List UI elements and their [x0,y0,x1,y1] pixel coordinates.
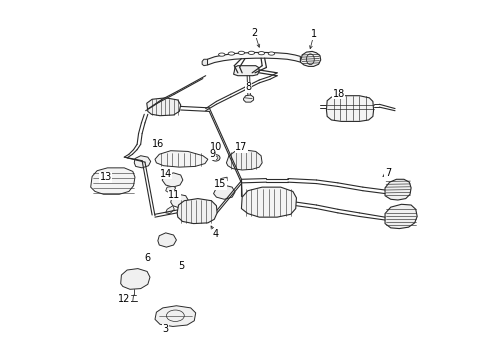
Text: 5: 5 [178,261,185,271]
Polygon shape [158,233,176,247]
Text: 3: 3 [163,324,169,334]
Text: 13: 13 [99,172,112,182]
Text: 15: 15 [214,179,226,189]
Text: 2: 2 [251,28,258,38]
Text: 17: 17 [235,142,247,152]
Polygon shape [214,185,235,199]
Polygon shape [385,204,417,229]
Ellipse shape [228,52,235,55]
Polygon shape [220,177,227,182]
Polygon shape [234,66,259,76]
Polygon shape [147,98,181,116]
Text: 7: 7 [385,168,391,178]
Polygon shape [177,199,217,224]
Ellipse shape [238,51,245,54]
Text: 12: 12 [118,294,130,303]
Polygon shape [166,206,174,213]
Ellipse shape [248,51,255,54]
Polygon shape [300,51,321,66]
Polygon shape [121,269,150,289]
Polygon shape [207,53,300,65]
Polygon shape [155,151,208,167]
Polygon shape [226,150,262,170]
Text: 10: 10 [210,142,222,152]
Text: 18: 18 [333,89,345,99]
Polygon shape [155,306,196,327]
Polygon shape [171,194,189,208]
Polygon shape [162,173,183,187]
Polygon shape [242,187,296,217]
Ellipse shape [211,155,220,161]
Ellipse shape [219,53,225,56]
Text: 4: 4 [213,229,219,239]
Ellipse shape [268,52,275,55]
Text: 8: 8 [245,82,252,92]
Polygon shape [244,95,253,102]
Text: 14: 14 [160,168,172,179]
Text: 6: 6 [145,253,151,263]
Text: 1: 1 [311,29,317,39]
Ellipse shape [258,51,265,55]
Text: 11: 11 [168,190,180,200]
Polygon shape [91,168,135,194]
Polygon shape [134,156,151,168]
Text: 9: 9 [209,149,215,159]
Polygon shape [166,186,176,193]
Polygon shape [326,96,373,121]
Polygon shape [202,59,207,66]
Polygon shape [385,179,411,200]
Text: 16: 16 [152,139,165,149]
